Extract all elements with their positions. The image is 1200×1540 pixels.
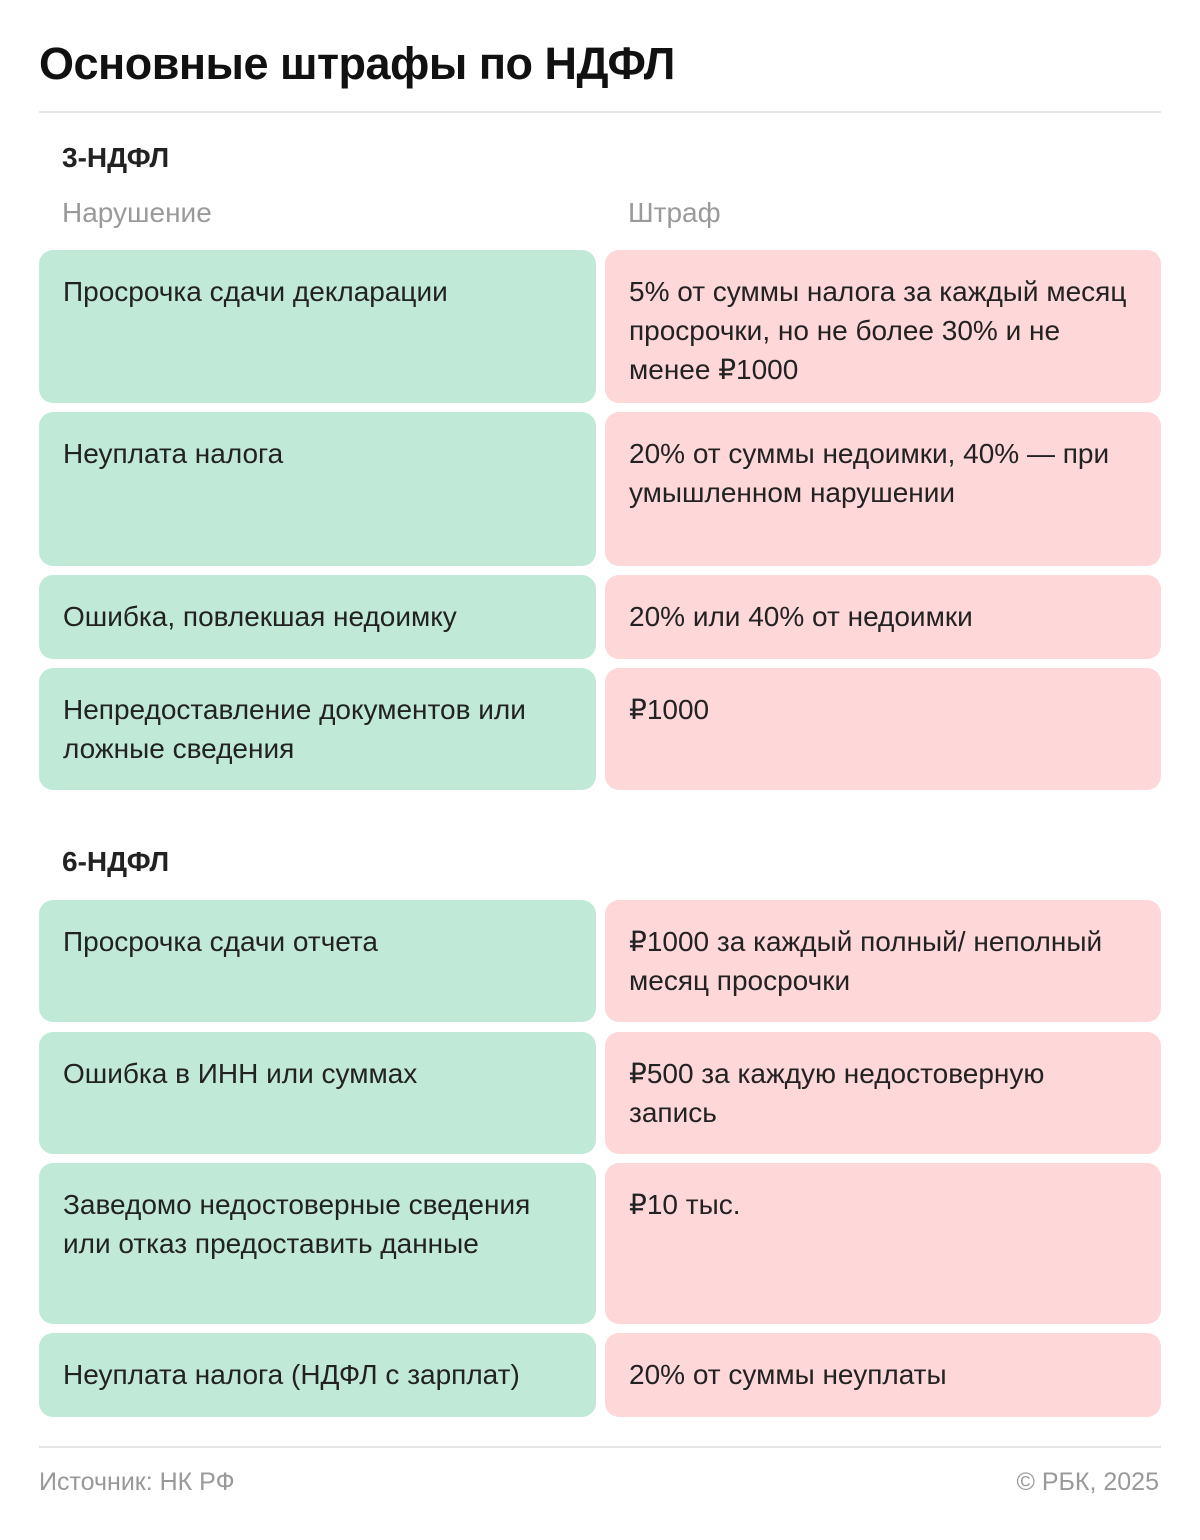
- section-title-3ndfl: 3-НДФЛ: [62, 142, 170, 173]
- divider: [39, 1446, 1161, 1448]
- fine-cell: 20% или 40% от недоимки: [605, 575, 1161, 659]
- column-header-violation: Нарушение: [62, 197, 212, 228]
- fine-cell: ₽1000: [605, 668, 1161, 790]
- violation-cell: Неуплата налога: [39, 412, 596, 566]
- fine-cell: ₽500 за каждую недостоверную запись: [605, 1032, 1161, 1154]
- table-row: Неуплата налога (НДФЛ с зарплат) 20% от …: [39, 1333, 1161, 1417]
- table-row: Ошибка, повлекшая недоимку 20% или 40% о…: [39, 575, 1161, 659]
- violation-cell: Ошибка, повлекшая недоимку: [39, 575, 596, 659]
- table-row: Ошибка в ИНН или суммах ₽500 за каждую н…: [39, 1032, 1161, 1154]
- table-row: Заведомо недостоверные сведения или отка…: [39, 1163, 1161, 1324]
- source-note: Источник: НК РФ: [39, 1468, 235, 1496]
- table-row: Непредоставление документов или ложные с…: [39, 668, 1161, 790]
- violation-cell: Ошибка в ИНН или суммах: [39, 1032, 596, 1154]
- section-title-6ndfl: 6-НДФЛ: [62, 846, 170, 877]
- table-row: Просрочка сдачи декларации 5% от суммы н…: [39, 250, 1161, 403]
- violation-cell: Просрочка сдачи декларации: [39, 250, 596, 403]
- fine-cell: ₽10 тыс.: [605, 1163, 1161, 1324]
- divider: [39, 111, 1161, 113]
- violation-cell: Просрочка сдачи отчета: [39, 900, 596, 1022]
- page-title: Основные штрафы по НДФЛ: [39, 38, 675, 89]
- column-header-fine: Штраф: [628, 197, 721, 228]
- fine-cell: 20% от суммы неуплаты: [605, 1333, 1161, 1417]
- table-row: Неуплата налога 20% от суммы недоимки, 4…: [39, 412, 1161, 566]
- fine-cell: ₽1000 за каждый полный/ неполный месяц п…: [605, 900, 1161, 1022]
- violation-cell: Непредоставление документов или ложные с…: [39, 668, 596, 790]
- violation-cell: Неуплата налога (НДФЛ с зарплат): [39, 1333, 596, 1417]
- table-row: Просрочка сдачи отчета ₽1000 за каждый п…: [39, 900, 1161, 1022]
- fine-cell: 5% от суммы налога за каждый месяц проср…: [605, 250, 1161, 403]
- fine-cell: 20% от суммы недоимки, 40% — при умышлен…: [605, 412, 1161, 566]
- violation-cell: Заведомо недостоверные сведения или отка…: [39, 1163, 596, 1324]
- copyright: © РБК, 2025: [1016, 1468, 1159, 1496]
